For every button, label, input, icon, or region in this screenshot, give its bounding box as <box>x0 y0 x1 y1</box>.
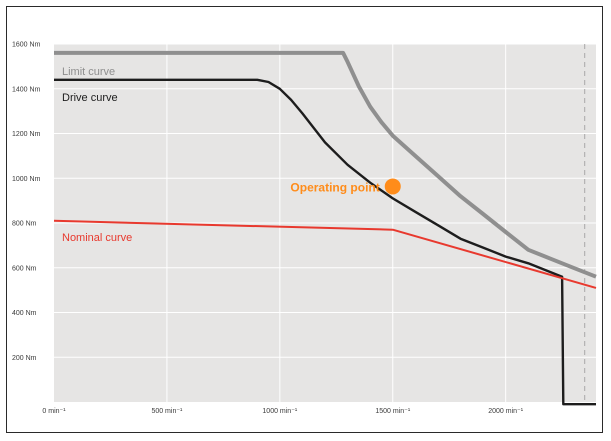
y-tick-label: 800 Nm <box>12 221 37 228</box>
y-tick-label: 600 Nm <box>12 265 37 272</box>
y-tick-label: 1600 Nm <box>12 42 41 49</box>
y-axis-ticks: 200 Nm 400 Nm 600 Nm 800 Nm 1000 Nm 1200 Nm 14… <box>12 42 41 362</box>
nominal-curve-label: Nominal curve <box>62 232 132 244</box>
drive-curve-label: Drive curve <box>62 92 118 104</box>
x-tick-label: 1000 min⁻¹ <box>262 408 297 415</box>
operating-point-marker <box>384 178 401 195</box>
y-tick-label: 1000 Nm <box>12 176 41 183</box>
nominal-curve-line <box>53 219 597 289</box>
y-tick-label: 1400 Nm <box>12 86 41 93</box>
x-tick-label: 1500 min⁻¹ <box>375 408 410 415</box>
limit-curve-line <box>54 50 597 279</box>
drive-curve-line <box>54 78 596 406</box>
x-tick-label: 500 min⁻¹ <box>151 408 183 415</box>
limit-curve-label: Limit curve <box>62 66 115 78</box>
x-tick-label: 2000 min⁻¹ <box>488 408 523 415</box>
y-tick-label: 1200 Nm <box>12 131 41 138</box>
x-tick-label: 0 min⁻¹ <box>42 408 66 415</box>
operating-point-label: Operating point <box>290 180 379 194</box>
series-lines <box>53 50 597 406</box>
y-tick-label: 200 Nm <box>12 355 37 362</box>
x-axis-ticks: 0 min⁻¹ 500 min⁻¹ 1000 min⁻¹ 1500 min⁻¹ 2000… <box>42 408 523 415</box>
y-tick-label: 400 Nm <box>12 310 37 317</box>
grid <box>54 43 596 402</box>
